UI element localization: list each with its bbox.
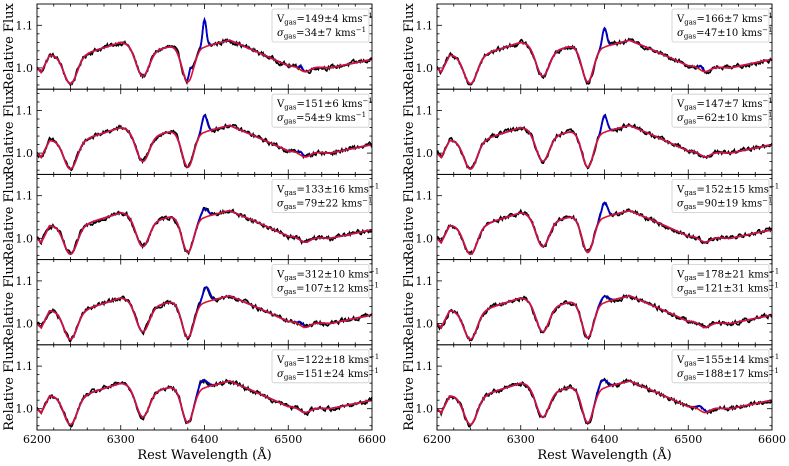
y-axis-title: Relative Flux	[402, 258, 417, 345]
annotation-box	[671, 178, 770, 213]
y-axis-title: Relative Flux	[402, 3, 417, 90]
stellar-model-line	[437, 209, 772, 255]
y-tick-label: 1.0	[16, 403, 34, 416]
y-axis-title: Relative Flux	[2, 88, 17, 175]
gas-velocity-label: Vgas=155±14 kms−1	[676, 353, 779, 368]
y-tick-label: 1.0	[416, 147, 434, 160]
gas-model-line	[37, 207, 372, 256]
y-tick-label: 1.1	[16, 19, 34, 32]
y-tick-label: 1.0	[16, 62, 34, 75]
gas-velocity-label: Vgas=151±6 kms−1	[276, 97, 373, 112]
annotation-box	[271, 264, 370, 299]
y-tick-label: 1.1	[16, 275, 34, 288]
gas-dispersion-label: σgas=34±7 kms−1	[277, 26, 366, 41]
y-tick-label: 1.1	[416, 105, 434, 118]
annotation-box	[271, 93, 370, 128]
y-tick-label: 1.0	[16, 318, 34, 331]
gas-dispersion-label: σgas=47±10 kms−1	[677, 26, 772, 41]
y-axis-title: Relative Flux	[402, 173, 417, 260]
gas-dispersion-label: σgas=188±17 kms−1	[677, 367, 779, 382]
y-tick-label: 1.1	[16, 360, 34, 373]
stellar-model-line	[37, 294, 372, 341]
y-tick-label: 1.0	[16, 232, 34, 245]
gas-velocity-label: Vgas=312±10 kms−1	[276, 268, 379, 283]
gas-dispersion-label: σgas=121±31 kms−1	[677, 282, 779, 297]
gas-model-line	[437, 378, 772, 426]
gas-velocity-label: Vgas=166±7 kms−1	[676, 12, 773, 27]
y-axis-title: Relative Flux	[2, 3, 17, 90]
stellar-model-line	[437, 380, 772, 426]
y-tick-label: 1.1	[416, 190, 434, 203]
x-tick-label: 6200	[423, 433, 451, 446]
y-tick-label: 1.1	[416, 19, 434, 32]
gas-dispersion-label: σgas=54±9 kms−1	[277, 111, 366, 126]
gas-velocity-label: Vgas=133±16 kms−1	[276, 182, 379, 197]
x-tick-label: 6400	[191, 433, 219, 446]
y-tick-label: 1.1	[16, 190, 34, 203]
gas-dispersion-label: σgas=79±22 kms−1	[277, 196, 372, 211]
stellar-model-line	[37, 209, 372, 255]
y-axis-title: Relative Flux	[2, 343, 17, 430]
y-axis-title: Relative Flux	[2, 258, 17, 345]
annotation-box	[271, 8, 370, 43]
annotation-box	[271, 178, 370, 213]
gas-dispersion-label: σgas=62±10 kms−1	[677, 111, 772, 126]
stellar-model-line	[437, 294, 772, 341]
annotation-box	[271, 349, 370, 384]
y-axis-title: Relative Flux	[2, 173, 17, 260]
gas-dispersion-label: σgas=151±24 kms−1	[277, 367, 379, 382]
observed-spectrum-line	[37, 378, 372, 428]
y-tick-label: 1.0	[416, 318, 434, 331]
gas-velocity-label: Vgas=152±15 kms−1	[676, 182, 779, 197]
x-tick-label: 6500	[674, 433, 702, 446]
stellar-model-line	[37, 380, 372, 426]
y-tick-label: 1.1	[416, 360, 434, 373]
y-axis-title: Relative Flux	[402, 88, 417, 175]
annotation-box	[671, 264, 770, 299]
y-tick-label: 1.1	[416, 275, 434, 288]
gas-dispersion-label: σgas=107±12 kms−1	[277, 282, 379, 297]
observed-spectrum-line	[437, 377, 772, 428]
y-tick-label: 1.0	[416, 403, 434, 416]
x-axis-title: Rest Wavelength (Å)	[137, 447, 271, 463]
stellar-model-line	[37, 124, 372, 170]
stellar-model-line	[37, 39, 372, 85]
x-tick-label: 6600	[358, 433, 386, 446]
x-axis-title: Rest Wavelength (Å)	[537, 447, 671, 463]
y-tick-label: 1.0	[16, 147, 34, 160]
annotation-box	[671, 349, 770, 384]
gas-model-line	[37, 378, 372, 426]
gas-velocity-label: Vgas=149±4 kms−1	[276, 12, 373, 27]
x-tick-label: 6300	[107, 433, 135, 446]
observed-spectrum-line	[37, 206, 372, 256]
y-tick-label: 1.1	[16, 105, 34, 118]
gas-velocity-label: Vgas=122±18 kms−1	[276, 353, 379, 368]
y-tick-label: 1.0	[416, 232, 434, 245]
x-tick-label: 6500	[274, 433, 302, 446]
x-tick-label: 6300	[507, 433, 535, 446]
annotation-box	[671, 93, 770, 128]
gas-velocity-label: Vgas=178±21 kms−1	[676, 268, 779, 283]
y-axis-title: Relative Flux	[402, 343, 417, 430]
x-tick-label: 6600	[758, 433, 786, 446]
stellar-model-line	[437, 39, 772, 85]
x-tick-label: 6400	[591, 433, 619, 446]
y-tick-label: 1.0	[416, 62, 434, 75]
gas-dispersion-label: σgas=90±19 kms−1	[677, 196, 772, 211]
x-tick-label: 6200	[23, 433, 51, 446]
gas-velocity-label: Vgas=147±7 kms−1	[676, 97, 773, 112]
annotation-box	[671, 8, 770, 43]
stellar-model-line	[437, 124, 772, 170]
